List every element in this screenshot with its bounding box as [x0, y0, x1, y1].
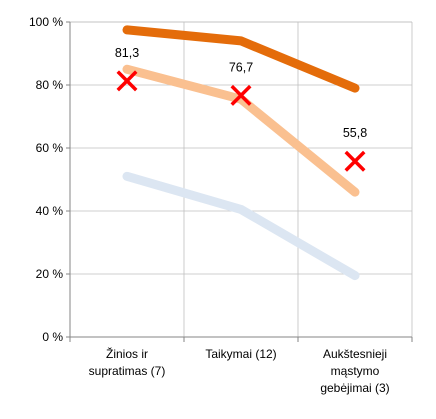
y-tick-label: 40 %: [36, 204, 64, 218]
series-line-3: [122, 171, 360, 281]
x-category-label-line: supratimas (7): [89, 364, 166, 378]
y-tick-label: 20 %: [36, 267, 64, 281]
x-marker-stroke: [230, 84, 252, 106]
gridlines: [70, 21, 413, 337]
x-category-label-line: Žinios ir: [106, 346, 148, 361]
x-category-label-line: Taikymai (12): [205, 347, 276, 361]
y-axis-tick-labels: 0 % 20 % 40 % 60 % 80 % 100 %: [29, 15, 63, 344]
series-line-1: [122, 25, 360, 93]
data-label: 55,8: [343, 126, 367, 140]
y-tick-label: 80 %: [36, 78, 64, 92]
data-labels: 81,3 76,7 55,8: [115, 46, 367, 140]
x-marker: [344, 150, 366, 172]
x-marker: [230, 84, 252, 106]
x-category-label-line: gebėjimai (3): [320, 381, 389, 395]
x-category-label: Aukštesnieji mąstymo gebėjimai (3): [320, 347, 389, 395]
data-label: 81,3: [115, 46, 139, 60]
x-category-label-line: Aukštesnieji: [323, 347, 387, 361]
markers: [116, 70, 366, 172]
y-tick-label: 60 %: [36, 141, 64, 155]
x-category-label: Taikymai (12): [205, 347, 276, 361]
y-tick-label: 100 %: [29, 15, 63, 29]
x-marker-stroke: [116, 70, 138, 92]
x-category-label: Žinios ir supratimas (7): [89, 346, 166, 378]
data-label: 76,7: [229, 60, 253, 74]
axes: [66, 21, 413, 342]
x-axis-category-labels: Žinios ir supratimas (7) Taikymai (12) Aukš…: [89, 346, 390, 395]
x-marker-stroke: [344, 150, 366, 172]
series-line-2: [122, 64, 360, 197]
y-tick-label: 0 %: [42, 330, 63, 344]
series-lines: [122, 25, 360, 281]
x-marker: [116, 70, 138, 92]
x-category-label-line: mąstymo: [331, 364, 380, 378]
